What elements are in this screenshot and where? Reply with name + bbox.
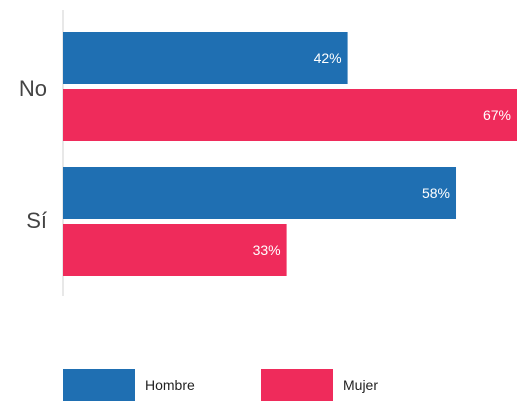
legend: Hombre Mujer: [63, 369, 378, 401]
value-label-1-0: 67%: [483, 107, 511, 123]
legend-label-1: Mujer: [343, 377, 378, 393]
legend-label-0: Hombre: [145, 377, 195, 393]
bar-1-1: [63, 224, 287, 276]
value-label-0-0: 42%: [314, 50, 342, 66]
bar-0-1: [63, 167, 457, 219]
bar-1-0: [63, 89, 517, 141]
bars-layer: 42% 67% 58% 33%: [63, 32, 517, 276]
category-label-0: No: [19, 76, 47, 101]
value-label-0-1: 58%: [422, 185, 450, 201]
value-label-1-1: 33%: [253, 242, 281, 258]
bar-0-0: [63, 32, 348, 84]
legend-swatch-0: [63, 369, 135, 401]
category-labels: No Sí: [19, 76, 47, 233]
legend-swatch-1: [261, 369, 333, 401]
category-label-1: Sí: [26, 208, 47, 233]
